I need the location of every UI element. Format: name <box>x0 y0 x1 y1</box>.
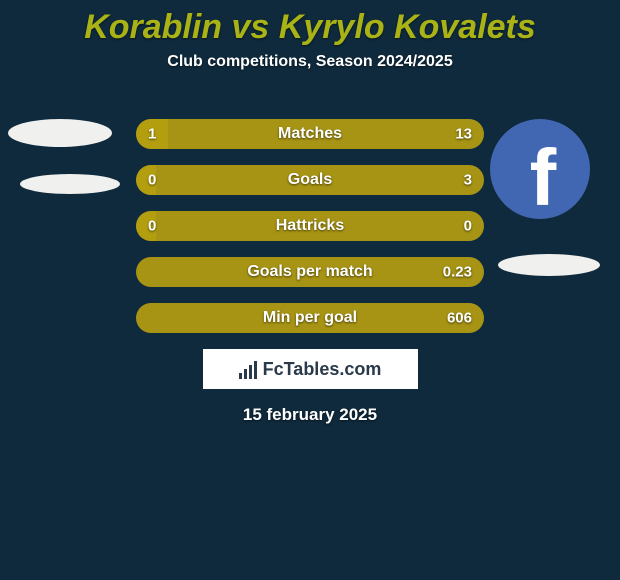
stat-label: Min per goal <box>136 309 484 327</box>
stat-row: 0.23Goals per match <box>136 257 484 287</box>
facebook-letter: f <box>530 132 557 219</box>
stat-row: 606Min per goal <box>136 303 484 333</box>
stat-row: 00Hattricks <box>136 211 484 241</box>
logo-bars-icon <box>239 359 257 379</box>
date-text: 15 february 2025 <box>0 405 620 425</box>
stat-label: Goals per match <box>136 263 484 281</box>
stat-row: 113Matches <box>136 119 484 149</box>
infographic-container: Korablin vs Kyrylo Kovalets Club competi… <box>0 0 620 580</box>
fctables-logo[interactable]: FcTables.com <box>203 349 418 389</box>
subtitle: Club competitions, Season 2024/2025 <box>0 53 620 71</box>
stats-area: f 113Matches 03Goals 00Hattricks 0.23Goals … <box>0 101 620 331</box>
player-avatar-right <box>498 254 600 276</box>
stat-row: 03Goals <box>136 165 484 195</box>
player-avatar-left-2 <box>20 174 120 194</box>
logo-text: FcTables.com <box>263 359 382 380</box>
stat-label: Goals <box>136 171 484 189</box>
page-title: Korablin vs Kyrylo Kovalets <box>0 0 620 47</box>
stat-label: Hattricks <box>136 217 484 235</box>
facebook-share-icon[interactable]: f <box>490 119 590 219</box>
stat-label: Matches <box>136 125 484 143</box>
player-avatar-left-1 <box>8 119 112 147</box>
